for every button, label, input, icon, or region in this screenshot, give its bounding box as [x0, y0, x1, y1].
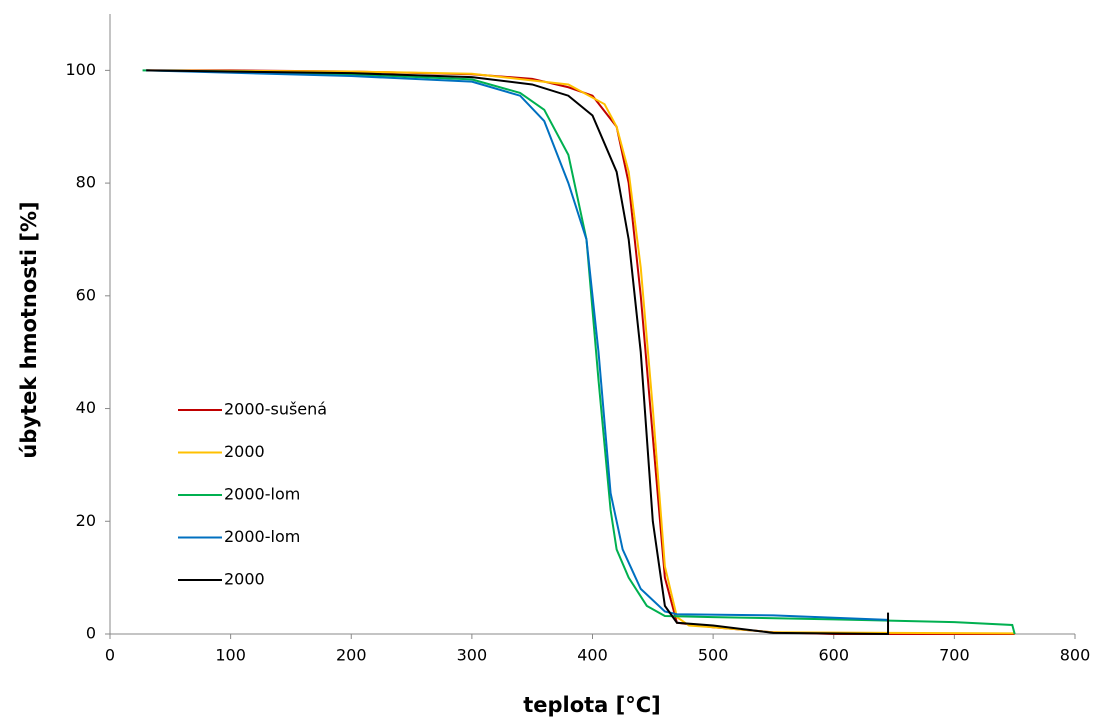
y-tick-label: 0 [86, 624, 96, 643]
line-series [146, 69, 890, 636]
y-axis-title: úbytek hmotnosti [%] [17, 201, 41, 458]
y-tick-label: 60 [76, 285, 96, 304]
line-series [146, 69, 889, 621]
line-series [146, 69, 1015, 635]
legend-label: 2000-lom [224, 485, 300, 504]
x-tick-label: 300 [457, 646, 488, 665]
x-axis-title: teplota [°C] [523, 693, 661, 717]
legend-label: 2000 [224, 442, 265, 461]
x-tick-label: 700 [939, 646, 970, 665]
y-tick-label: 80 [76, 173, 96, 192]
y-tick-label: 100 [65, 60, 96, 79]
y-tick-label: 40 [76, 398, 96, 417]
x-tick-label: 800 [1060, 646, 1091, 665]
legend-label: 2000 [224, 570, 265, 589]
x-tick-label: 500 [698, 646, 729, 665]
x-tick-label: 600 [818, 646, 849, 665]
x-tick-label: 100 [215, 646, 246, 665]
line-series [146, 69, 1015, 635]
x-tick-label: 0 [105, 646, 115, 665]
legend-label: 2000-sušená [224, 400, 327, 419]
x-tick-label: 400 [577, 646, 608, 665]
legend-label: 2000-lom [224, 527, 300, 546]
line-series [142, 69, 1016, 635]
x-tick-label: 200 [336, 646, 367, 665]
y-tick-label: 20 [76, 511, 96, 530]
